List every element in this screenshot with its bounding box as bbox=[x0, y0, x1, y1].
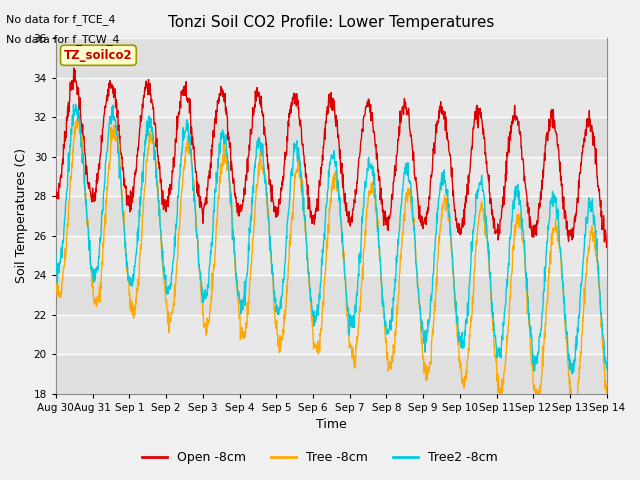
Bar bbox=[56, 354, 607, 394]
Text: No data for f_TCE_4: No data for f_TCE_4 bbox=[6, 14, 116, 25]
Title: Tonzi Soil CO2 Profile: Lower Temperatures: Tonzi Soil CO2 Profile: Lower Temperatur… bbox=[168, 15, 495, 30]
Bar bbox=[56, 275, 607, 315]
Text: No data for f_TCW_4: No data for f_TCW_4 bbox=[6, 34, 120, 45]
Bar bbox=[56, 117, 607, 156]
Y-axis label: Soil Temperatures (C): Soil Temperatures (C) bbox=[15, 148, 28, 284]
Legend: Open -8cm, Tree -8cm, Tree2 -8cm: Open -8cm, Tree -8cm, Tree2 -8cm bbox=[137, 446, 503, 469]
Bar bbox=[56, 38, 607, 78]
X-axis label: Time: Time bbox=[316, 419, 347, 432]
Bar bbox=[56, 196, 607, 236]
Text: TZ_soilco2: TZ_soilco2 bbox=[64, 49, 132, 62]
